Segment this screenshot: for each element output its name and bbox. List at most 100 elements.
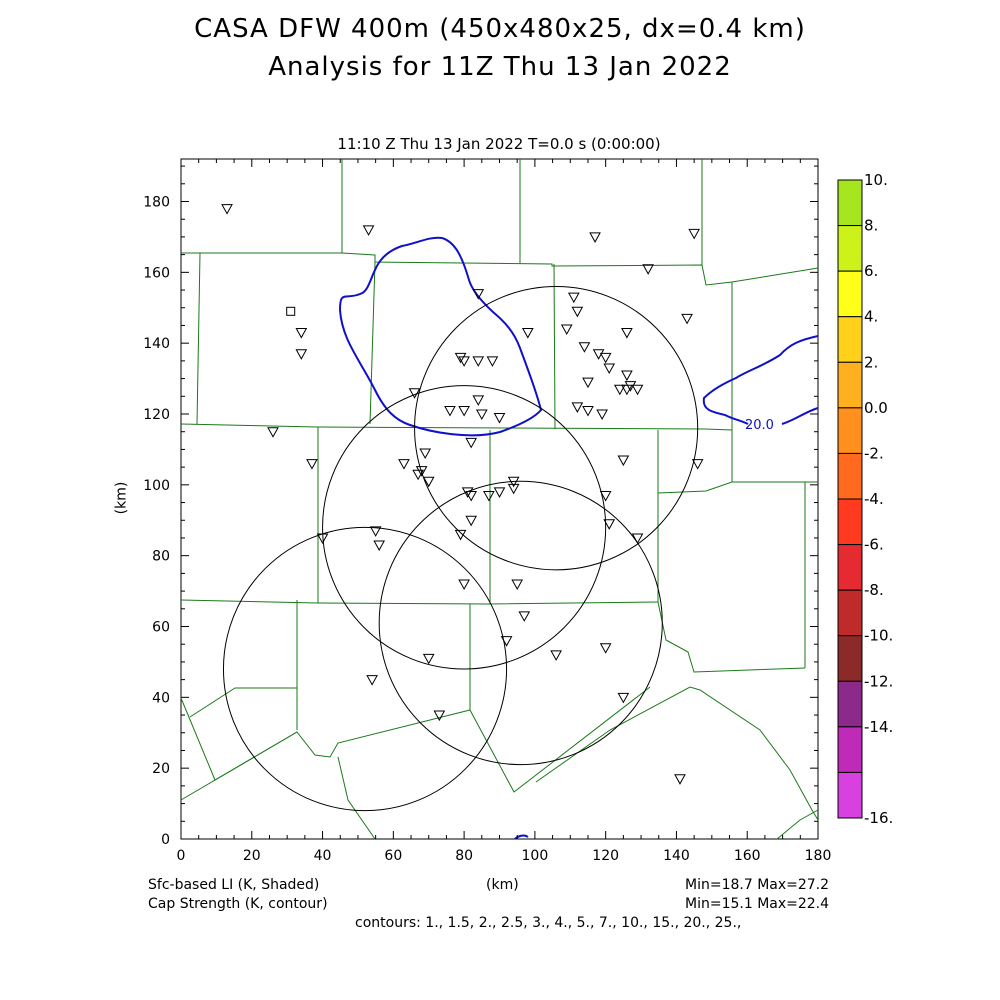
- station-marker: [472, 395, 485, 406]
- axis-ticks: [180, 159, 819, 840]
- footer-shaded-label: Sfc-based LI (K, Shaded): [148, 877, 320, 893]
- station-marker: [412, 469, 424, 481]
- y-tick-label: 80: [152, 549, 170, 565]
- station-marker: [599, 352, 612, 364]
- station-marker: [599, 643, 612, 654]
- station-marker: [458, 405, 470, 417]
- station-marker: [631, 384, 644, 396]
- station-square-marker: [286, 306, 296, 316]
- station-marker: [507, 476, 520, 488]
- x-tick-label: 100: [522, 848, 549, 864]
- radar-ring-2: [322, 385, 607, 670]
- station-marker: [624, 381, 637, 392]
- x-tick-label: 20: [243, 848, 261, 864]
- cap-strength-contour: [338, 236, 819, 840]
- station-marker: [518, 611, 531, 622]
- footer-shaded-minmax: Min=18.7 Max=27.2: [685, 877, 830, 893]
- x-tick-label: 140: [663, 848, 690, 864]
- station-marker: [631, 533, 644, 544]
- colorbar-swatch: [837, 225, 863, 272]
- colorbar-swatch: [837, 544, 863, 591]
- radar-ring-4: [378, 480, 663, 766]
- station-marker: [603, 363, 616, 374]
- station-marker: [674, 774, 686, 785]
- y-tick-label: 100: [143, 478, 170, 494]
- station-marker: [316, 533, 329, 544]
- colorbar: 10. 8. 6. 4. 2. 0.0 -2. -4. -6. -8. -10. -12. -14. -1…: [837, 171, 893, 827]
- station-marker: [596, 409, 608, 421]
- station-marker: [486, 356, 499, 367]
- station-marker: [422, 653, 435, 665]
- colorbar-swatch: [837, 179, 863, 227]
- y-tick-label: 60: [152, 620, 170, 636]
- station-marker: [465, 515, 478, 527]
- x-tick-label: 60: [384, 848, 402, 864]
- station-marker: [493, 413, 506, 424]
- radar-ring-1: [222, 526, 508, 812]
- title-line-1: CASA DFW 400m (450x480x25, dx=0.4 km): [194, 14, 806, 44]
- station-marker: [603, 519, 616, 530]
- station-marker: [617, 692, 630, 704]
- station-marker: [295, 328, 308, 339]
- station-marker: [419, 448, 432, 459]
- station-marker: [681, 313, 693, 325]
- colorbar-label: -10.: [864, 627, 893, 645]
- y-axis-label: (km): [113, 481, 130, 515]
- plot-subtitle: 11:10 Z Thu 13 Jan 2022 T=0.0 s (0:00:00…: [337, 135, 661, 153]
- colorbar-swatch: [837, 771, 863, 819]
- colorbar-label: 10.: [864, 171, 888, 189]
- colorbar-swatch: [837, 680, 863, 728]
- colorbar-swatch: [837, 407, 863, 454]
- station-marker: [306, 459, 318, 470]
- colorbar-swatch: [837, 498, 863, 546]
- station-marker: [454, 529, 467, 541]
- colorbar-label: 4.: [864, 308, 878, 326]
- colorbar-label: 6.: [864, 262, 878, 280]
- radar-ring-3: [414, 286, 699, 571]
- station-marker: [454, 352, 467, 364]
- station-marker: [500, 636, 513, 647]
- x-tick-label: 0: [177, 848, 186, 864]
- station-marker: [295, 349, 308, 360]
- station-marker: [688, 228, 700, 240]
- station-marker: [582, 377, 594, 389]
- station-marker: [221, 204, 233, 215]
- station-marker: [415, 466, 428, 477]
- station-marker: [475, 409, 488, 421]
- colorbar-label: 8.: [864, 217, 878, 235]
- x-axis-label: (km): [486, 877, 519, 893]
- colorbar-swatch: [837, 635, 863, 682]
- colorbar-swatch: [837, 316, 863, 363]
- station-marker: [621, 328, 633, 339]
- colorbar-label: -2.: [864, 444, 884, 462]
- station-marker: [398, 459, 410, 470]
- footer-contour-minmax: Min=15.1 Max=22.4: [685, 896, 830, 912]
- station-marker: [465, 490, 478, 502]
- station-marker: [578, 342, 591, 353]
- station-marker: [465, 437, 478, 449]
- x-tick-label: 40: [314, 848, 332, 864]
- y-tick-label: 160: [143, 265, 170, 281]
- colorbar-label: 2.: [864, 353, 878, 371]
- plot-frame: [180, 158, 819, 840]
- station-marker: [483, 490, 495, 502]
- station-marker: [472, 289, 485, 300]
- colorbar-swatch: [837, 589, 863, 637]
- station-marker: [458, 356, 470, 367]
- station-marker: [461, 487, 474, 498]
- y-tick-label: 20: [152, 761, 170, 777]
- station-marker: [458, 579, 470, 591]
- station-marker: [617, 455, 630, 467]
- station-marker: [511, 579, 524, 591]
- station-marker: [567, 292, 580, 304]
- station-marker: [362, 225, 375, 236]
- colorbar-swatch: [837, 361, 863, 409]
- surface-stations: [221, 204, 704, 785]
- colorbar-label: -14.: [864, 718, 893, 736]
- radar-range-rings: [222, 286, 699, 812]
- colorbar-label: -6.: [864, 536, 884, 554]
- y-tick-label: 120: [143, 407, 170, 423]
- contour-label: 20.0: [745, 418, 774, 433]
- station-marker: [408, 388, 421, 399]
- colorbar-swatch: [837, 452, 863, 500]
